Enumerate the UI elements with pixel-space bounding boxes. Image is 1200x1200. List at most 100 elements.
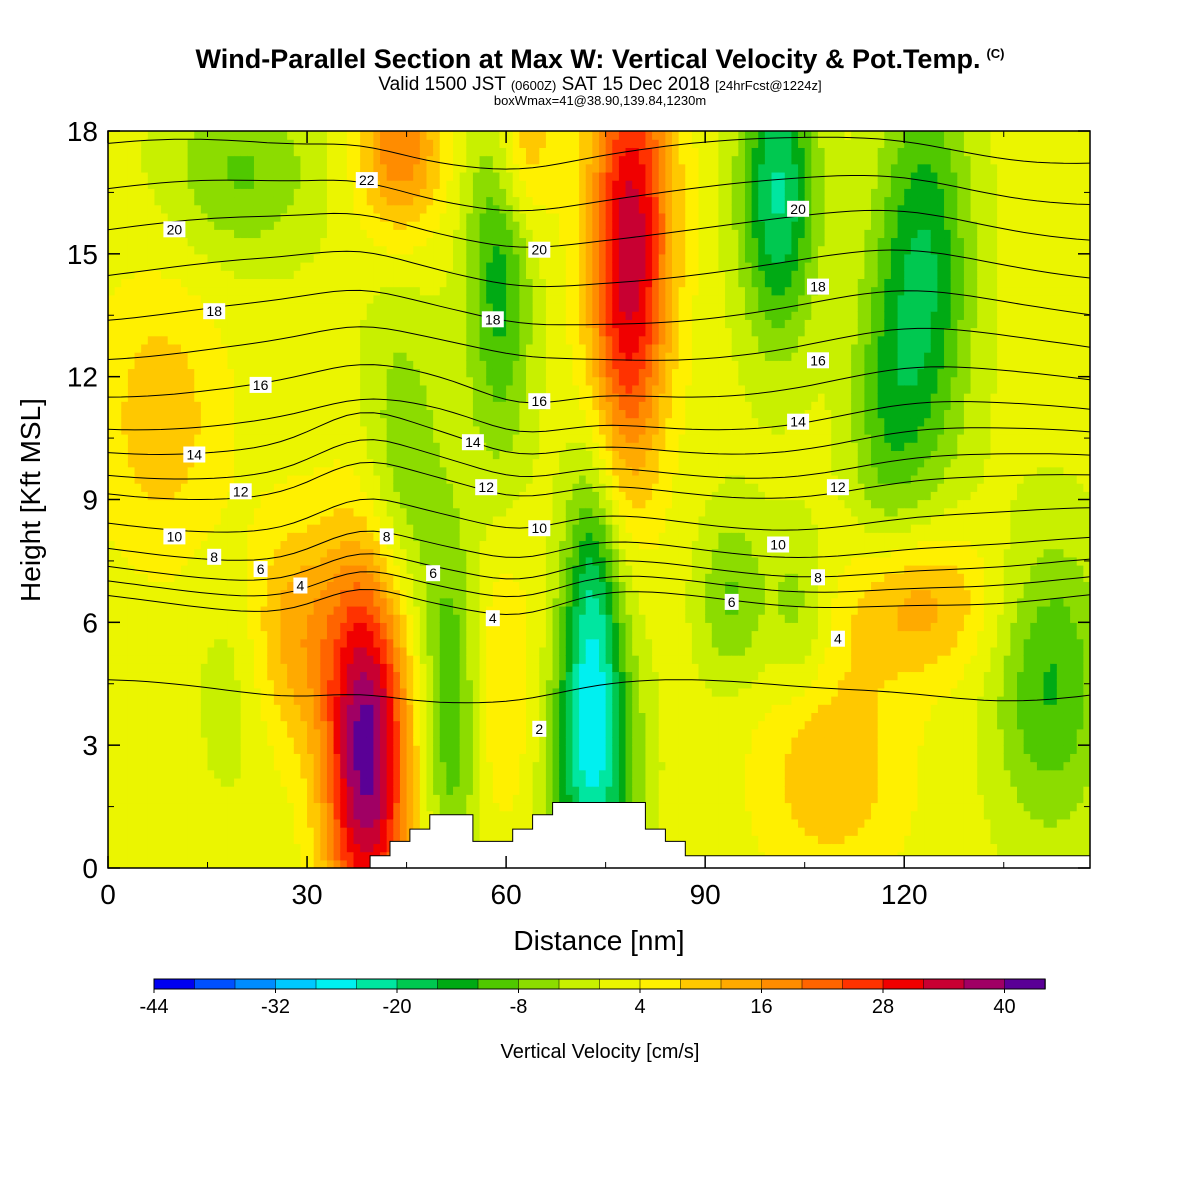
velocity-cell (161, 204, 169, 214)
velocity-cell (459, 409, 467, 419)
velocity-cell (293, 237, 302, 247)
velocity-cell (380, 515, 388, 525)
velocity-cell (127, 827, 136, 836)
velocity-cell (426, 548, 434, 558)
velocity-cell (459, 188, 467, 198)
velocity-cell (373, 245, 381, 255)
velocity-cell (267, 393, 275, 402)
velocity-cell (280, 278, 288, 288)
velocity-cell (413, 745, 421, 754)
velocity-cell (346, 556, 355, 566)
velocity-cell (453, 777, 461, 787)
velocity-cell (207, 180, 215, 189)
velocity-cell (287, 474, 295, 484)
velocity-cell (426, 163, 434, 173)
velocity-cell (187, 802, 195, 812)
velocity-cell (280, 212, 288, 222)
velocity-cell (194, 147, 202, 157)
velocity-cell (234, 302, 242, 312)
velocity-cell (108, 229, 116, 239)
velocity-cell (353, 131, 361, 140)
velocity-cell (247, 687, 255, 697)
velocity-cell (346, 687, 355, 697)
velocity-cell (340, 401, 348, 411)
velocity-cell (287, 769, 295, 779)
velocity-cell (380, 425, 388, 435)
velocity-cell (174, 302, 182, 312)
velocity-cell (114, 622, 122, 632)
velocity-cell (346, 786, 355, 795)
velocity-cell (333, 712, 341, 722)
velocity-cell (141, 507, 149, 517)
velocity-cell (134, 180, 142, 189)
velocity-cell (333, 278, 341, 288)
velocity-cell (121, 466, 129, 476)
velocity-cell (227, 458, 235, 468)
velocity-cell (340, 253, 348, 263)
velocity-cell (154, 712, 162, 722)
velocity-cell (373, 679, 381, 689)
velocity-cell (353, 483, 361, 492)
velocity-cell (446, 458, 454, 468)
velocity-cell (366, 646, 375, 656)
velocity-cell (127, 556, 136, 566)
velocity-cell (240, 589, 248, 599)
velocity-cell (214, 270, 222, 279)
velocity-cell (307, 843, 315, 853)
velocity-cell (446, 409, 454, 419)
velocity-cell (167, 859, 175, 868)
velocity-cell (108, 851, 116, 861)
velocity-cell (393, 237, 401, 247)
velocity-cell (399, 507, 408, 517)
velocity-cell (386, 622, 394, 632)
velocity-cell (187, 384, 195, 394)
velocity-cell (426, 736, 434, 746)
velocity-cell (386, 810, 394, 820)
velocity-cell (253, 581, 262, 591)
velocity-cell (466, 753, 474, 763)
velocity-cell (121, 728, 129, 738)
velocity-cell (353, 204, 361, 214)
velocity-cell (141, 163, 149, 173)
velocity-cell (108, 581, 116, 591)
velocity-cell (320, 499, 328, 509)
velocity-cell (346, 352, 355, 361)
velocity-cell (147, 360, 156, 370)
velocity-cell (134, 450, 142, 460)
velocity-cell (240, 278, 248, 288)
velocity-cell (134, 212, 142, 222)
velocity-cell (273, 818, 282, 828)
velocity-cell (413, 311, 421, 320)
velocity-cell (413, 687, 421, 697)
velocity-cell (174, 696, 182, 705)
velocity-cell (134, 671, 142, 681)
velocity-cell (187, 147, 195, 157)
velocity-cell (108, 368, 116, 378)
velocity-cell (154, 384, 162, 394)
velocity-cell (439, 646, 447, 656)
velocity-cell (127, 188, 136, 198)
velocity-cell (287, 417, 295, 427)
velocity-cell (240, 769, 248, 779)
velocity-cell (406, 171, 414, 181)
velocity-cell (366, 433, 375, 443)
velocity-cell (406, 417, 414, 427)
velocity-cell (134, 237, 142, 247)
velocity-cell (326, 638, 335, 648)
velocity-cell (260, 237, 268, 247)
velocity-cell (346, 393, 355, 402)
velocity-cell (340, 327, 348, 337)
velocity-cell (240, 499, 248, 509)
velocity-cell (340, 131, 348, 140)
velocity-cell (247, 212, 255, 222)
velocity-cell (114, 221, 122, 230)
velocity-cell (141, 483, 149, 492)
velocity-cell (267, 597, 275, 607)
velocity-cell (373, 573, 381, 582)
velocity-cell (353, 655, 361, 664)
velocity-cell (300, 655, 308, 664)
velocity-cell (114, 286, 122, 296)
velocity-cell (167, 540, 175, 550)
velocity-cell (426, 769, 434, 779)
velocity-cell (307, 483, 315, 492)
